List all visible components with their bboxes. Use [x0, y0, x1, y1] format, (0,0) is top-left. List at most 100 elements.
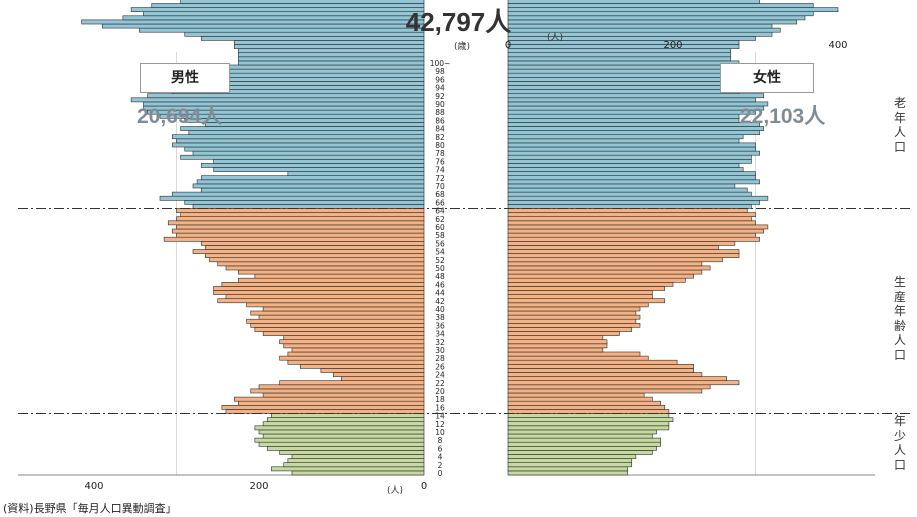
age-tick-label: 86 — [435, 116, 445, 125]
female-bar-age-21 — [507, 384, 711, 390]
female-bar-age-28 — [507, 355, 649, 361]
male-bar-age-60 — [176, 224, 425, 230]
age-tick-label: 74 — [435, 166, 445, 175]
male-bar-age-102 — [238, 52, 425, 58]
age-tick-label: 20 — [435, 387, 445, 396]
male-bar-age-61 — [167, 220, 425, 226]
female-bar-age-2 — [507, 462, 633, 468]
female-bar-age-18 — [507, 396, 653, 402]
male-bar-age-31 — [283, 343, 425, 349]
male-bar-age-68 — [172, 191, 425, 197]
male-bar-age-35 — [254, 327, 425, 332]
male-bar-age-50 — [225, 265, 425, 271]
male-bar-age-40 — [262, 306, 425, 312]
male-bar-age-105 — [233, 40, 425, 45]
female-bar-age-19 — [507, 392, 645, 398]
age-tick-label: 48 — [435, 272, 445, 281]
female-bar-age-43 — [507, 294, 653, 300]
male-bar-age-23 — [341, 376, 425, 382]
male-bar-age-18 — [233, 396, 425, 402]
female-bar-age-33 — [507, 335, 604, 341]
male-bar-age-47 — [238, 277, 425, 283]
age-tick-label: 76 — [435, 157, 445, 166]
age-tick-label: 22 — [435, 379, 445, 388]
female-bar-age-46 — [507, 281, 674, 287]
age-tick-label: 52 — [435, 256, 445, 265]
male-bar-age-25 — [320, 368, 425, 373]
male-bar-age-71 — [196, 179, 425, 185]
male-bar-age-15 — [225, 409, 425, 414]
female-bar-age-92 — [507, 93, 765, 99]
female-bar-age-84 — [507, 126, 765, 131]
male-bar-age-56 — [200, 241, 425, 246]
female-bar-age-66 — [507, 200, 760, 205]
male-bar-age-9 — [262, 433, 425, 439]
female-bar-age-54 — [507, 249, 740, 254]
male-bar-age-19 — [262, 392, 425, 398]
age-tick-label: 58 — [435, 231, 445, 240]
male-bar-age-58 — [176, 232, 425, 238]
female-bar-age-8 — [507, 437, 661, 443]
male-bar-age-7 — [258, 441, 425, 447]
female-bar-age-56 — [507, 241, 736, 246]
age-tick-label: 88 — [435, 108, 445, 117]
male-bar-age-70 — [192, 183, 425, 189]
age-unit-label: (歳) — [454, 40, 470, 52]
female-bar-age-102 — [507, 52, 732, 58]
female-bar-age-82 — [507, 134, 744, 140]
age-tick-label: 38 — [435, 313, 445, 322]
female-total: 22,103人 — [740, 105, 826, 128]
male-bar-age-103 — [238, 48, 425, 53]
male-bar-age-36 — [250, 322, 425, 328]
age-tick-label: 50 — [435, 264, 445, 273]
female-bar-age-80 — [507, 142, 756, 148]
female-bar-age-105 — [507, 40, 740, 45]
male-bar-age-11 — [254, 425, 425, 431]
age-tick-label: 16 — [435, 403, 445, 412]
female-bar-age-89 — [507, 105, 765, 111]
female-bar-age-38 — [507, 314, 641, 320]
male-label-box: 男性 — [140, 63, 230, 93]
people-unit-bottom: (人) — [387, 485, 403, 496]
age-tick-label: 36 — [435, 321, 445, 330]
male-bar-age-73 — [287, 171, 425, 177]
male-bar-age-76 — [213, 159, 425, 164]
female-bar-age-73 — [507, 171, 756, 177]
female-bar-age-64 — [507, 208, 748, 213]
age-tick-label: 94 — [435, 84, 445, 93]
female-bar-age-65 — [507, 204, 752, 209]
female-bar-age-10 — [507, 429, 657, 435]
male-bar-age-34 — [262, 331, 425, 336]
female-bar-age-37 — [507, 318, 637, 324]
female-bar-age-60 — [507, 224, 769, 230]
female-bar-age-76 — [507, 159, 752, 164]
people-unit-top: (人) — [547, 32, 563, 43]
age-tick-label: 30 — [435, 346, 445, 355]
female-bar-age-16 — [507, 404, 666, 410]
female-x-tick: 400 — [828, 40, 847, 51]
male-x-tick: 0 — [421, 481, 427, 492]
male-bar-age-67 — [159, 195, 425, 201]
female-bar-age-9 — [507, 433, 653, 439]
male-bar-age-0 — [291, 470, 425, 476]
female-bar-age-74 — [507, 167, 744, 172]
age-tick-label: 70 — [435, 182, 445, 191]
female-bar-age-45 — [507, 286, 666, 291]
female-bar-age-42 — [507, 298, 666, 304]
female-bar-age-11 — [507, 425, 670, 431]
female-bar-age-14 — [507, 413, 670, 418]
female-bar-age-50 — [507, 265, 711, 271]
male-bar-age-104 — [233, 44, 425, 49]
female-bar-age-39 — [507, 310, 637, 316]
age-tick-label: 60 — [435, 223, 445, 232]
male-bar-age-37 — [246, 318, 425, 324]
female-bar-age-51 — [507, 261, 703, 267]
male-bar-age-12 — [262, 421, 425, 427]
female-bar-age-17 — [507, 400, 661, 406]
female-bar-age-13 — [507, 417, 674, 423]
age-tick-label: 24 — [435, 371, 445, 380]
male-bar-age-54 — [192, 249, 425, 254]
working-age-group-label: 生産年齢人口 — [893, 275, 906, 362]
